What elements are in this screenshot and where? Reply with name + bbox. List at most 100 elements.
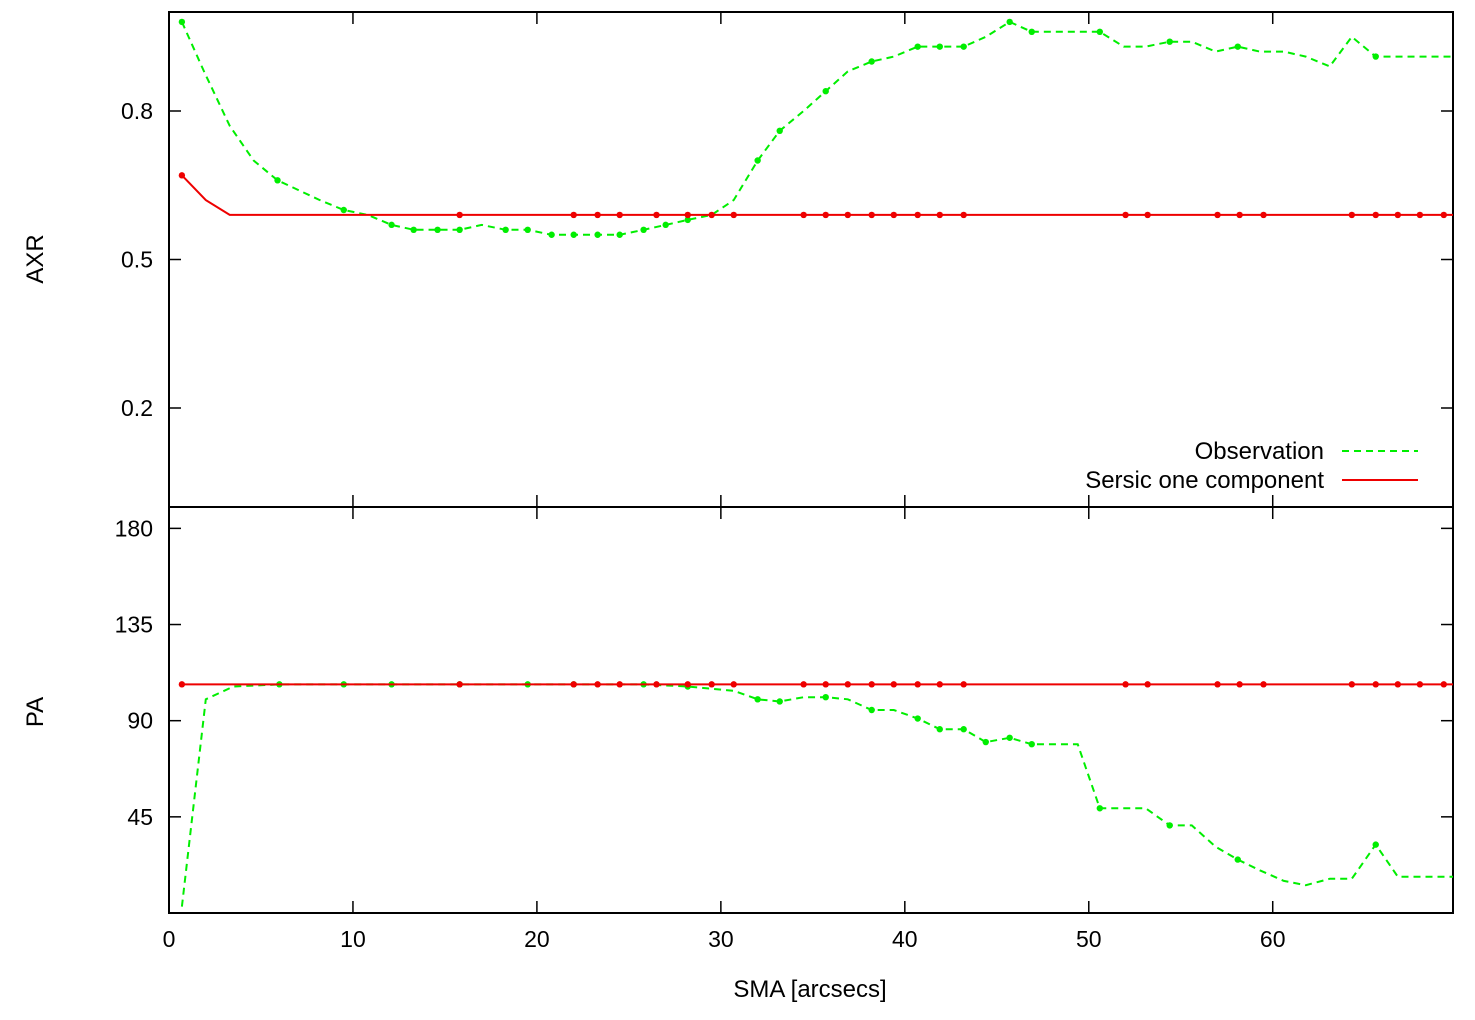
bottom-frame	[168, 506, 1454, 914]
top-point-observation	[1006, 18, 1013, 26]
bottom-point-sersic	[1394, 681, 1402, 688]
top-point-sersic	[708, 211, 715, 219]
top-point-observation	[662, 221, 669, 229]
top-point-observation	[936, 43, 943, 50]
bottom-point-sersic	[1440, 681, 1448, 688]
top-point-observation	[410, 226, 417, 233]
top-point-observation	[340, 206, 347, 214]
top-point-observation	[1166, 38, 1173, 45]
bottom-point-sersic	[616, 681, 623, 688]
top-point-sersic	[653, 211, 660, 219]
bottom-series-observation	[180, 683, 1453, 907]
top-point-sersic	[1348, 211, 1356, 219]
bottom-point-sersic	[708, 681, 715, 688]
bottom-point-sersic	[868, 681, 875, 688]
xtick-label: 60	[1260, 926, 1286, 952]
bottom-point-sersic	[1144, 681, 1151, 688]
top-point-sersic	[936, 211, 943, 219]
top-frame	[168, 11, 1454, 508]
top-point-observation	[548, 231, 555, 238]
top-ylabel: AXR	[22, 234, 49, 283]
bottom-point-observation	[914, 715, 921, 722]
bottom-point-sersic	[1122, 681, 1129, 688]
bottom-series-group	[178, 681, 1453, 907]
bottom-point-sersic	[822, 681, 829, 688]
top-ytick-label: 0.8	[121, 98, 153, 124]
bottom-ylabel: PA	[22, 697, 49, 727]
top-point-observation	[456, 226, 463, 233]
bottom-point-sersic	[800, 681, 807, 688]
top-point-sersic	[1416, 211, 1424, 219]
top-point-observation	[914, 43, 921, 50]
bottom-ytick-label: 90	[127, 708, 153, 734]
top-point-observation	[388, 221, 395, 229]
top-point-observation	[274, 177, 281, 184]
top-point-observation	[178, 18, 186, 26]
bottom-point-observation	[1166, 822, 1173, 829]
bottom-point-sersic	[1214, 681, 1221, 688]
bottom-point-sersic	[456, 681, 463, 688]
xtick-label: 0	[163, 926, 176, 952]
bottom-point-observation	[936, 726, 943, 733]
bottom-point-observation	[1028, 740, 1035, 748]
bottom-point-sersic	[1236, 681, 1243, 688]
bottom-ytick-label: 180	[115, 515, 153, 541]
xlabel: SMA [arcsecs]	[733, 976, 886, 1003]
top-point-observation	[822, 88, 829, 95]
top-point-sersic	[616, 211, 623, 219]
top-point-sersic	[868, 211, 875, 219]
top-point-observation	[640, 226, 647, 233]
top-point-observation	[524, 226, 531, 233]
top-series-sersic	[181, 174, 1453, 216]
top-series-group	[178, 18, 1453, 238]
top-point-sersic	[960, 211, 967, 219]
top-ytick-label: 0.2	[121, 395, 153, 421]
bottom-point-sersic	[570, 681, 577, 688]
bottom-point-sersic	[730, 681, 737, 688]
bottom-point-observation	[1372, 841, 1379, 848]
top-point-sersic	[822, 211, 829, 219]
xtick-label: 40	[892, 926, 918, 952]
top-point-observation	[960, 43, 967, 50]
top-point-observation	[616, 231, 623, 238]
top-point-observation	[776, 127, 783, 134]
top-point-observation	[1028, 28, 1035, 35]
bottom-point-sersic	[914, 681, 921, 688]
top-point-sersic	[570, 211, 577, 219]
top-series-observation	[180, 20, 1453, 236]
top-point-sersic	[890, 211, 897, 219]
bottom-panel: 45 90 135 180 0 10 20 30 40 50 60	[115, 506, 1454, 952]
top-point-sersic	[844, 211, 851, 219]
top-point-sersic	[1214, 211, 1221, 219]
top-point-sersic	[800, 211, 807, 219]
bottom-ytick-label: 45	[127, 804, 153, 830]
top-point-observation	[570, 231, 577, 238]
legend: Observation Sersic one component	[1085, 438, 1418, 494]
xtick-label: 30	[708, 926, 734, 952]
top-point-sersic	[1372, 211, 1379, 219]
top-ytick-label: 0.5	[121, 247, 153, 273]
top-point-observation	[1234, 43, 1241, 50]
top-point-sersic	[178, 172, 186, 179]
bottom-point-observation	[822, 693, 829, 701]
bottom-point-observation	[1234, 856, 1241, 863]
bottom-point-sersic	[890, 681, 897, 688]
bottom-point-sersic	[178, 681, 186, 688]
xtick-label: 20	[524, 926, 550, 952]
bottom-point-sersic	[936, 681, 943, 688]
top-point-sersic	[1394, 211, 1402, 219]
top-point-sersic	[1122, 211, 1129, 219]
bottom-point-sersic	[1372, 681, 1379, 688]
top-point-observation	[1096, 28, 1104, 35]
bottom-point-observation	[754, 696, 761, 703]
legend-label-sersic: Sersic one component	[1085, 467, 1324, 494]
top-point-observation	[868, 58, 875, 65]
bottom-point-sersic	[594, 681, 601, 688]
legend-label-observation: Observation	[1195, 438, 1324, 465]
bottom-point-observation	[1006, 734, 1013, 741]
xtick-label: 10	[340, 926, 366, 952]
bottom-point-sersic	[1348, 681, 1356, 688]
top-point-sersic	[914, 211, 921, 219]
top-point-sersic	[1260, 211, 1267, 219]
